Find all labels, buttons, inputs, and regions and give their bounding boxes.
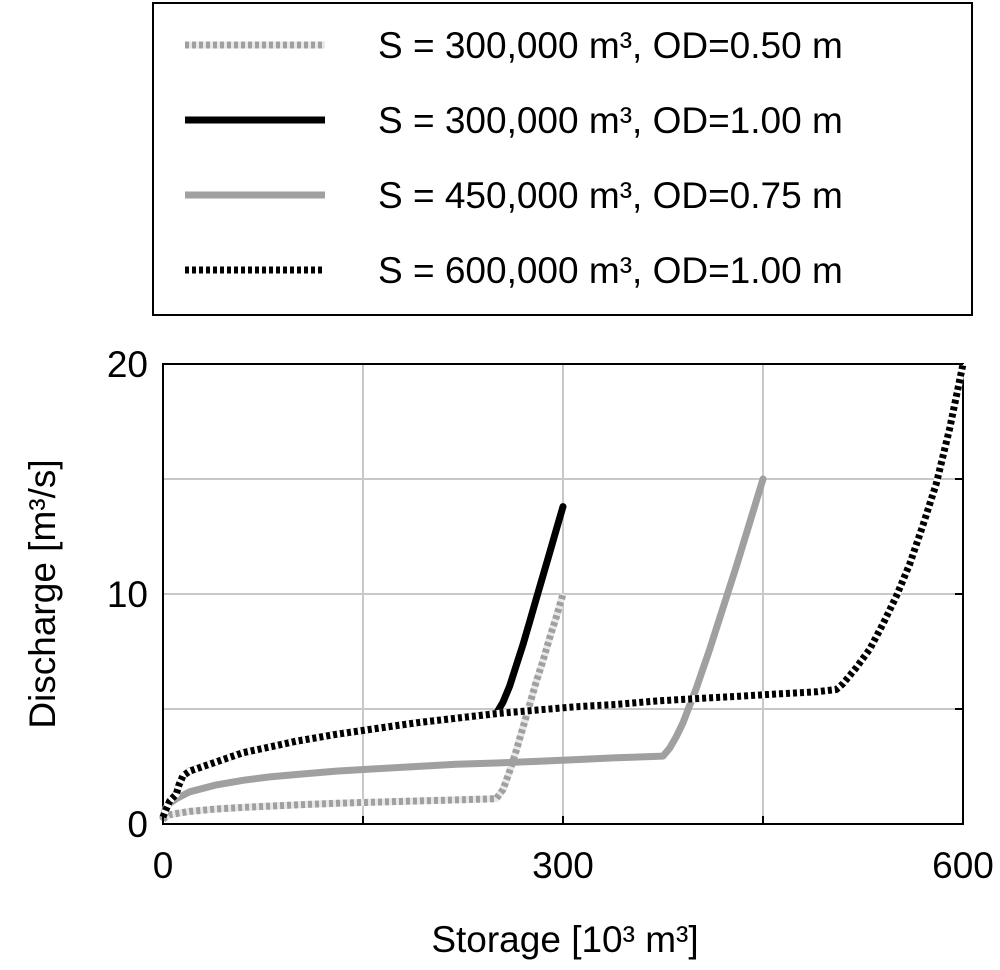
y-axis-title: Discharge [m³/s] (22, 459, 63, 728)
y-tick-label: 0 (127, 804, 148, 845)
y-tick-label: 20 (107, 344, 148, 385)
series-line-4 (159, 363, 967, 819)
legend-label-1: S = 300,000 m³, OD=0.50 m (378, 25, 843, 66)
legend: S = 300,000 m³, OD=0.50 m S = 300,000 m³,… (152, 2, 973, 316)
legend-label-2: S = 300,000 m³, OD=1.00 m (378, 100, 843, 141)
series-line-1 (160, 593, 567, 823)
y-tick-label: 10 (107, 574, 148, 615)
x-tick-label: 0 (153, 845, 174, 886)
series-line-3 (159, 475, 767, 821)
x-tick-label: 300 (532, 845, 594, 886)
plot-area: 0 300 600 0 10 20 (107, 344, 994, 886)
legend-box (152, 2, 973, 316)
legend-label-3: S = 450,000 m³, OD=0.75 m (378, 175, 843, 216)
legend-label-4: S = 600,000 m³, OD=1.00 m (378, 250, 843, 291)
x-tick-label: 600 (932, 845, 994, 886)
x-axis-title: Storage [10³ m³] (431, 919, 698, 960)
